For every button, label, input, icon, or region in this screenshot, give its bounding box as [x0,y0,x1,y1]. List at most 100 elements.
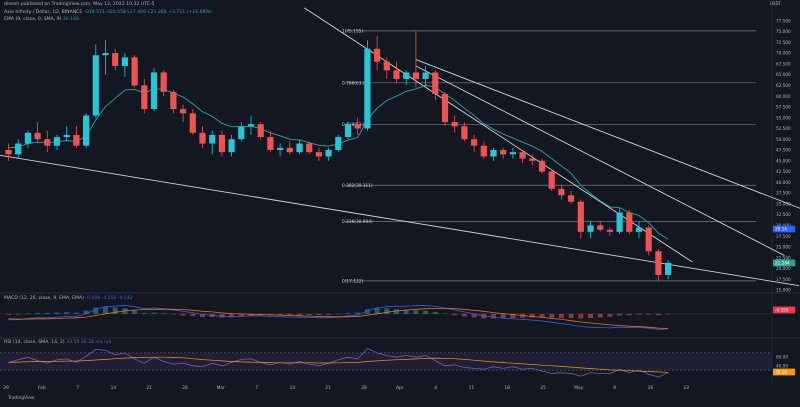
ema-label: EMA (9, close, 0, SMA, 9) [4,17,62,22]
candle-body [480,145,487,157]
candle-body [44,139,51,146]
candle-body [73,134,80,146]
price-badge-label: 21.284 [775,261,790,266]
macd-histogram-bar [180,313,186,316]
candle-body [432,72,439,94]
trendline-long-support [0,154,800,287]
fib-level-label: 1(75.155) [342,28,363,34]
candle-body [306,143,313,153]
macd-histogram-bar [229,313,235,318]
candle-body [441,94,449,122]
macd-histogram-bar [655,313,661,316]
macd-label: MACD (12, 26, close, 9, EMA, EMA) [4,296,84,301]
y-tick-label: 37.500 [776,191,791,196]
macd-histogram-bar [461,313,467,317]
candle-body [53,137,61,146]
y-tick-label: 42.500 [776,169,791,174]
y-tick-label: 40.000 [776,180,791,185]
macd-histogram-bar [626,313,632,316]
candle-body [218,134,225,153]
x-tick-label: 28 [361,385,367,391]
macd-histogram-bar [190,313,196,317]
candle-body [131,57,138,86]
fib-level-label: 0.786(63.) [342,80,365,86]
candle-body [344,124,352,138]
candle-body [335,137,342,150]
x-tick-label: 14 [111,385,117,391]
macd-signal-line [8,307,669,329]
rsi-tick-label: 40.00 [776,363,788,368]
macd-histogram-bar [364,309,370,314]
macd-histogram-bar [384,308,390,314]
candle-body [160,72,167,92]
candle-body [24,132,31,144]
y-tick-label: 65.000 [776,72,791,77]
macd-histogram-bar [442,313,448,315]
fib-level-label: 0(17.122) [342,278,363,284]
macd-histogram-bar [568,313,574,319]
price-badge-label: -4.550 [775,308,789,313]
candle-body [199,132,206,144]
x-tick-label: 4 [434,385,437,391]
x-tick-label: 7 [255,385,258,391]
rsi-sma-line [8,356,669,373]
macd-histogram-bar [491,313,496,319]
ema-line: EMA (9, close, 0, SMA, 9) 26.148 [4,17,79,22]
candle-body [150,72,158,110]
candle-body [383,61,390,71]
macd-histogram-bar [297,313,302,316]
macd-histogram-bar [539,313,545,318]
candle-body [451,122,458,127]
trendline-lower-resistance [415,65,785,256]
rsi-values: 33.59 38.28 n/a n/a [66,340,112,345]
candle-body [102,53,109,56]
price-badge [773,225,795,233]
x-tick-label: May [574,385,583,391]
candle-body [325,150,332,157]
candle-body [577,201,584,232]
macd-histogram-bar [64,312,70,314]
macd-legend: MACD (12, 26, close, 9, EMA, EMA) -0.008… [4,296,133,301]
candle-body [141,85,148,110]
y-tick-label: 35.000 [776,201,791,206]
macd-histogram-bar [132,310,138,314]
macd-histogram-bar [558,313,564,319]
macd-histogram-bar [607,313,613,317]
macd-histogram-bar [248,313,254,316]
macd-histogram-bar [25,313,31,314]
candle-body [277,147,284,150]
candle-body [209,134,216,144]
candle-body [558,188,565,196]
candle-body [509,152,516,155]
macd-histogram-bar [141,312,147,314]
x-tick-label: 21 [146,385,152,391]
macd-histogram-bar [83,310,89,314]
macd-histogram-bar [452,313,458,316]
currency-label: USDT [770,1,781,6]
macd-histogram-bar [44,312,50,314]
candle-body [170,91,177,110]
candle-body [296,143,303,153]
macd-histogram-bar [73,312,79,314]
candle-body [83,115,90,146]
macd-histogram-bar [112,307,118,314]
symbol-line: Axie Infinity / Dollar, 1D, BINANCE O19.… [4,10,212,15]
candle-body [315,152,322,157]
macd-histogram-bar [423,310,429,314]
ohlc-values: O19.571 H20.558 L17.466 C21.284 +3.711 (… [85,10,212,15]
x-tick-label: 11 [469,385,475,391]
candle-body [121,57,128,66]
macd-histogram-bar [238,313,244,317]
ema-line [8,84,669,240]
candle-body [364,48,371,129]
footer-brand: TradingView [8,396,35,401]
macd-histogram-bar [403,309,409,314]
x-tick-label: Mar [217,385,225,391]
y-tick-label: 22.500 [776,255,791,260]
candle-body [374,48,381,62]
macd-histogram-bar [103,306,108,314]
macd-histogram-bar [471,313,477,318]
x-tick-label: 25 [540,385,546,391]
macd-histogram-bar [306,313,312,316]
